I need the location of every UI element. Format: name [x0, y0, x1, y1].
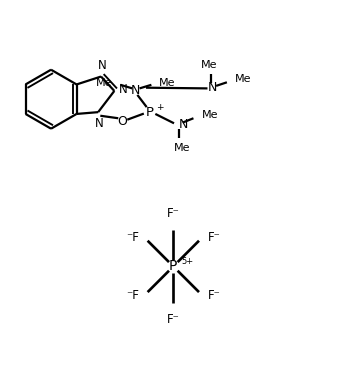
Text: Me: Me	[202, 110, 218, 120]
Text: N: N	[95, 117, 103, 130]
Text: Me: Me	[174, 144, 190, 154]
Text: F⁻: F⁻	[167, 313, 180, 326]
Text: ⁻F: ⁻F	[126, 231, 139, 244]
Text: Me: Me	[235, 74, 251, 84]
Text: P: P	[169, 259, 178, 273]
Text: ⁻F: ⁻F	[126, 289, 139, 302]
Text: Me: Me	[96, 78, 113, 88]
Text: +: +	[156, 104, 164, 112]
Text: 5+: 5+	[181, 257, 193, 266]
Text: P: P	[145, 106, 153, 119]
Text: N: N	[97, 59, 106, 72]
Text: N: N	[178, 118, 188, 131]
Text: N: N	[131, 84, 140, 97]
Text: N: N	[119, 83, 128, 96]
Text: F⁻: F⁻	[167, 207, 180, 220]
Text: F⁻: F⁻	[208, 231, 221, 244]
Text: F⁻: F⁻	[208, 289, 221, 302]
Text: N: N	[208, 81, 217, 94]
Text: O: O	[118, 115, 127, 128]
Text: Me: Me	[201, 60, 217, 70]
Text: Me: Me	[159, 78, 176, 88]
